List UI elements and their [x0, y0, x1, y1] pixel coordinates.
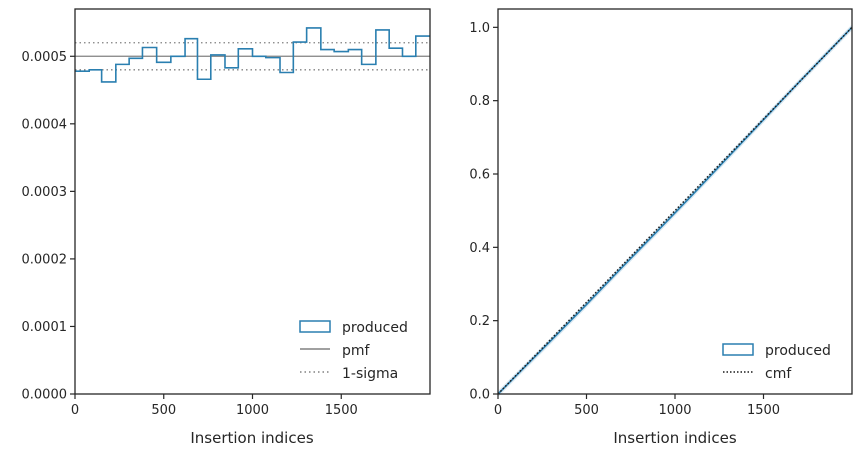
legend-swatch-produced-cmf	[722, 343, 754, 356]
cmf-x-tick-label: 1000	[658, 403, 691, 418]
pmf-x-axis-label: Insertion indices	[190, 429, 313, 447]
cmf-y-tick-label: 0.8	[469, 94, 490, 109]
cmf-y-tick-label: 0.4	[469, 241, 490, 256]
produced-cmf-line	[497, 26, 853, 395]
pmf-y-tick-label: 0.0005	[22, 50, 68, 65]
legend-swatch-produced	[299, 320, 331, 333]
pmf-x-tick-label: 0	[71, 403, 79, 418]
legend-label-cmf: cmf	[765, 366, 792, 382]
pmf-y-tick-label: 0.0000	[22, 388, 68, 403]
cmf-x-tick-label: 500	[574, 403, 599, 418]
pmf-x-tick-label: 1000	[236, 403, 269, 418]
legend-label-produced: produced	[342, 320, 408, 336]
cmf-y-tick-label: 0.0	[469, 388, 490, 403]
cmf-x-tick-label: 0	[494, 403, 502, 418]
cmf-legend: produced cmf	[722, 343, 831, 382]
cmf-y-tick-label: 1.0	[469, 21, 490, 36]
cmf-panel: 0 500 1000 1500 0.0 0.2 0.4 0.6 0.8 1.0 Insertion…	[469, 8, 853, 447]
legend-label-1-sigma: 1-sigma	[342, 366, 398, 382]
pmf-y-tick-label: 0.0002	[22, 252, 68, 267]
pmf-y-tick-label: 0.0001	[22, 320, 68, 335]
legend-label-pmf: pmf	[342, 343, 371, 359]
pmf-x-tick-label: 1500	[325, 403, 358, 418]
pmf-panel: 0 500 1000 1500 0.0000 0.0001 0.0002 0.0003 0.00…	[22, 8, 431, 447]
cmf-y-tick-label: 0.6	[469, 168, 490, 183]
pmf-x-tick-label: 500	[151, 403, 176, 418]
cmf-x-axis-label: Insertion indices	[613, 429, 736, 447]
pmf-y-tick-label: 0.0004	[22, 117, 68, 132]
cmf-line	[497, 26, 853, 395]
pmf-y-tick-label: 0.0003	[22, 185, 68, 200]
produced-step-line	[75, 27, 430, 83]
cmf-y-tick-label: 0.2	[469, 314, 490, 329]
cmf-x-tick-label: 1500	[747, 403, 780, 418]
pmf-legend: produced pmf 1-sigma	[299, 320, 408, 382]
legend-label-produced-cmf: produced	[765, 343, 831, 359]
